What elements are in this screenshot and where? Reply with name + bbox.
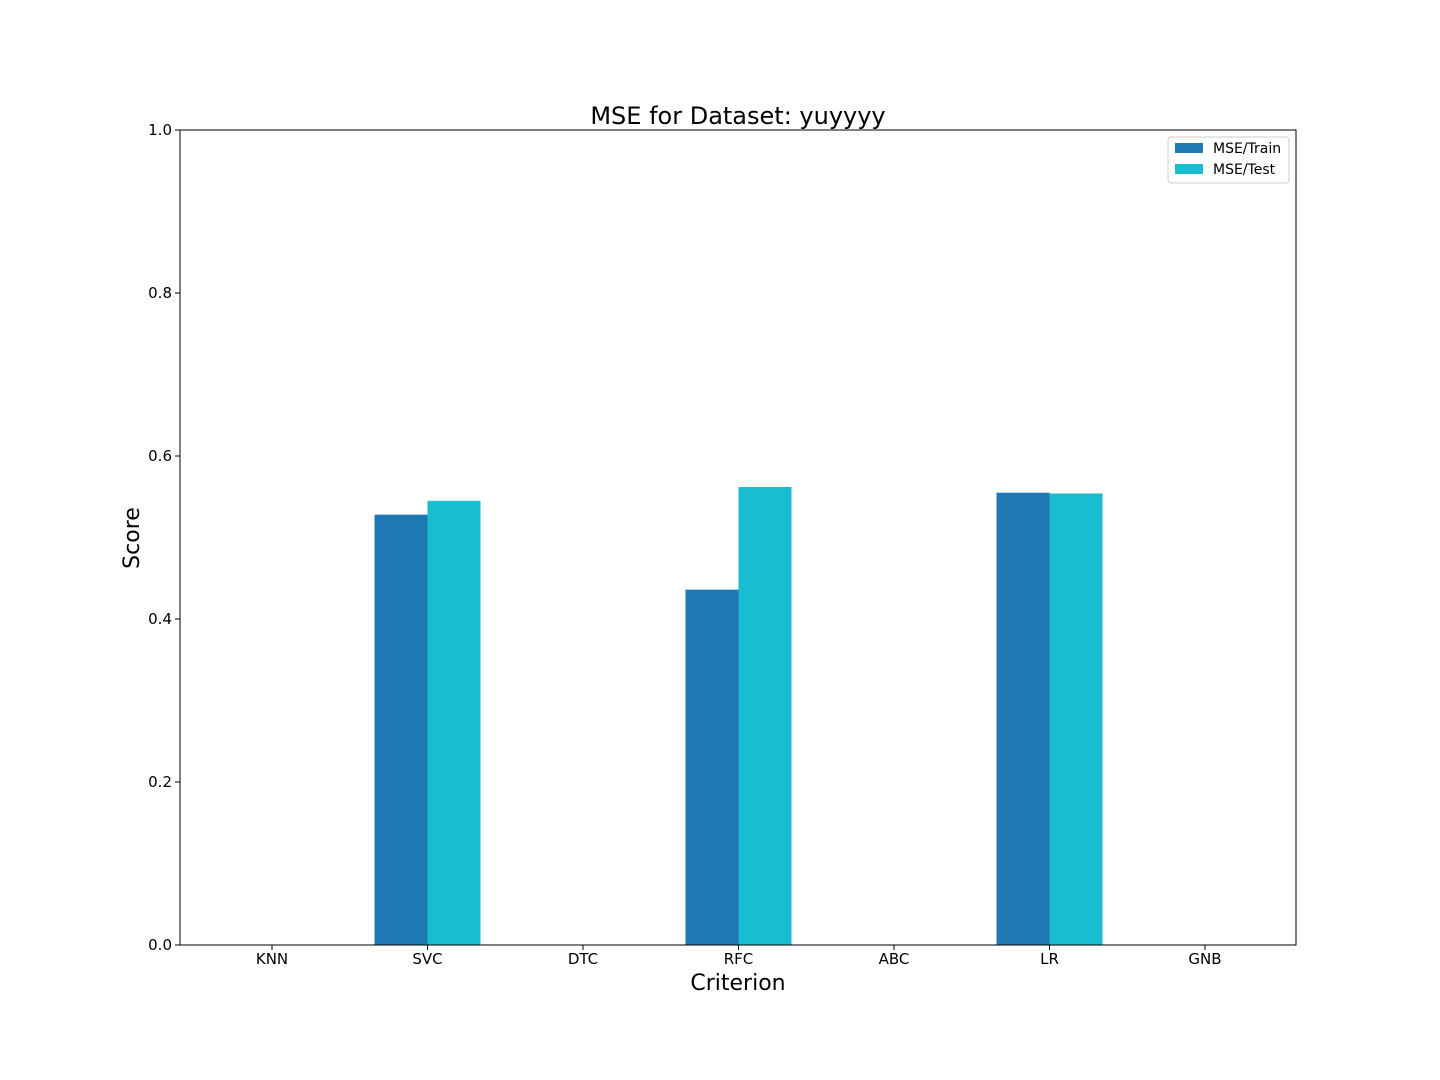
y-tick-label: 0.6 — [148, 447, 172, 465]
legend-label-train: MSE/Train — [1213, 141, 1281, 157]
bars-group — [374, 486, 1103, 945]
x-tick-label: RFC — [724, 950, 754, 968]
bar-mse-train-lr — [996, 492, 1050, 945]
y-tick-label: 1.0 — [148, 121, 172, 139]
x-tick-label: SVC — [412, 950, 442, 968]
x-tick-label: LR — [1040, 950, 1059, 968]
x-tick-label: DTC — [568, 950, 598, 968]
bar-mse-test-rfc — [738, 486, 792, 945]
x-tick-label: ABC — [879, 950, 910, 968]
y-tick-label: 0.2 — [148, 773, 172, 791]
x-axis: KNN SVC DTC RFC ABC LR GNB — [256, 945, 1222, 968]
y-tick-label: 0.4 — [148, 610, 172, 628]
bar-mse-test-svc — [427, 500, 481, 945]
legend-swatch-test — [1175, 164, 1203, 174]
chart-title: MSE for Dataset: yuyyyy — [590, 102, 885, 130]
bar-mse-train-rfc — [685, 589, 739, 945]
x-axis-label: Criterion — [690, 971, 785, 996]
y-axis: 0.0 0.2 0.4 0.6 0.8 1.0 — [148, 121, 180, 954]
legend: MSE/Train MSE/Test — [1167, 136, 1290, 184]
bar-mse-train-svc — [374, 514, 428, 945]
y-axis-label: Score — [120, 507, 145, 569]
legend-swatch-train — [1175, 143, 1203, 153]
x-tick-label: GNB — [1188, 950, 1221, 968]
y-tick-label: 0.8 — [148, 284, 172, 302]
x-tick-label: KNN — [256, 950, 288, 968]
bar-mse-test-lr — [1049, 493, 1103, 945]
y-tick-label: 0.0 — [148, 936, 172, 954]
legend-label-test: MSE/Test — [1213, 162, 1276, 178]
